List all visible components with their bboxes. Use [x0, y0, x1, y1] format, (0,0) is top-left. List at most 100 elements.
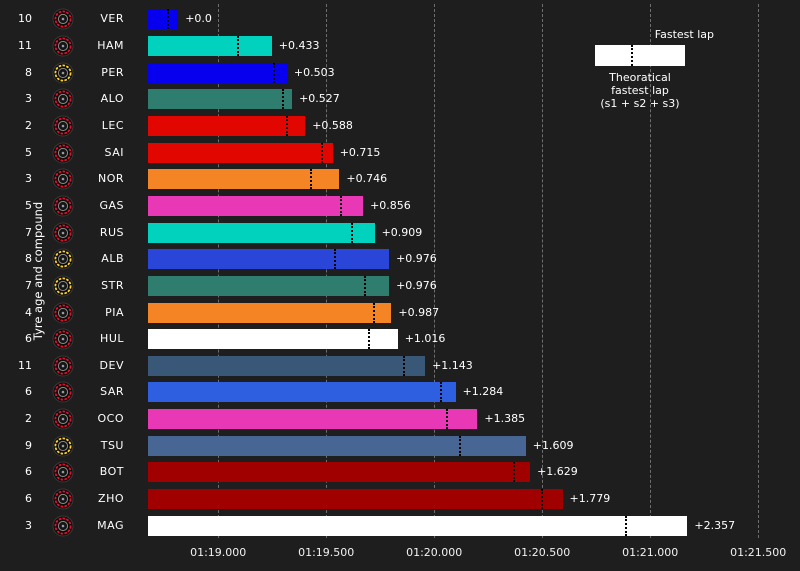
lap-time-bar — [148, 382, 456, 403]
theoretical-lap-marker — [281, 89, 284, 110]
theoretical-lap-marker — [364, 275, 366, 296]
theoretical-lap-marker — [446, 409, 449, 430]
tyre-compound-icon — [52, 88, 74, 110]
gap-label: +0.588 — [312, 118, 353, 132]
gridline — [218, 4, 220, 538]
tyre-compound-icon — [52, 302, 74, 323]
gridline — [758, 4, 760, 538]
x-tick-label: 01:20.500 — [514, 546, 571, 559]
tyre-age-label: 3 — [25, 92, 32, 106]
theoretical-lap-marker — [340, 195, 343, 216]
driver-code-label: STR — [101, 278, 124, 292]
theoretical-lap-marker — [372, 302, 375, 323]
tyre-age-label: 8 — [25, 65, 32, 79]
tyre-icon — [52, 408, 74, 430]
theoretical-lap-marker — [310, 169, 312, 190]
tyre-compound-icon — [52, 275, 74, 297]
theoretical-lap-marker — [402, 355, 405, 376]
tyre-icon — [52, 222, 74, 244]
tyre-compound-icon — [52, 222, 74, 243]
driver-code-label: MAG — [97, 518, 124, 532]
gap-label: +0.715 — [339, 145, 381, 159]
gap-label: +1.143 — [432, 358, 473, 372]
theoretical-lap-marker — [368, 329, 371, 350]
gridline — [650, 4, 652, 538]
gap-label: +1.609 — [532, 438, 574, 452]
tyre-compound-icon — [52, 435, 74, 457]
gap-label: +0.987 — [398, 305, 440, 319]
driver-code-label: BOT — [99, 465, 124, 479]
lap-time-bar — [148, 435, 526, 456]
gridline — [434, 4, 436, 538]
tyre-compound-icon — [52, 8, 74, 30]
x-tick-label: 01:19.500 — [298, 546, 355, 559]
driver-code-label: ALB — [101, 252, 124, 266]
lap-time-bar — [148, 62, 287, 83]
gap-label: +1.284 — [462, 385, 504, 399]
tyre-icon — [52, 195, 74, 217]
theoretical-lap-marker — [541, 489, 544, 509]
lap-time-bar — [148, 409, 478, 430]
legend-theoretical-line3: (s1 + s2 + s3) — [600, 97, 680, 111]
lap-time-bar — [148, 489, 563, 509]
tyre-icon — [52, 115, 74, 137]
legend-theoretical-line1: Theoratical — [609, 71, 671, 84]
driver-code-label: DEV — [99, 358, 124, 372]
tyre-icon — [52, 515, 74, 537]
theoretical-lap-marker — [236, 36, 239, 56]
lap-time-bar — [148, 249, 390, 270]
tyre-compound-icon — [52, 168, 74, 190]
gap-label: +0.527 — [299, 92, 340, 106]
tyre-compound-icon — [52, 381, 74, 403]
driver-code-label: NOR — [97, 172, 124, 186]
gap-label: +1.779 — [569, 492, 611, 505]
tyre-age-label: 6 — [25, 385, 32, 399]
tyre-compound-icon — [52, 408, 74, 430]
theoretical-lap-marker — [320, 142, 323, 163]
driver-code-label: HUL — [100, 332, 124, 346]
lap-time-bar — [148, 355, 426, 376]
tyre-icon — [52, 302, 74, 324]
lap-time-bar — [148, 515, 688, 536]
gap-label: +0.909 — [381, 225, 423, 239]
tyre-age-label: 7 — [25, 278, 32, 292]
tyre-age-label: 10 — [18, 12, 32, 26]
tyre-age-label: 6 — [25, 332, 32, 346]
tyre-icon — [52, 35, 74, 57]
tyre-age-label: 6 — [25, 465, 32, 479]
theoretical-lap-marker — [333, 249, 336, 270]
gap-label: +0.433 — [278, 39, 320, 52]
x-tick-label: 01:19.000 — [190, 546, 247, 559]
tyre-compound-icon — [52, 355, 74, 377]
lap-time-bar — [148, 222, 375, 243]
tyre-compound-icon — [52, 62, 74, 84]
tyre-compound-icon — [52, 515, 74, 537]
x-tick-label: 01:20.000 — [406, 546, 463, 559]
gridline — [326, 4, 328, 538]
legend-theoretical-marker — [631, 45, 633, 66]
gap-label: +0.503 — [293, 65, 335, 79]
lap-time-bar — [148, 169, 340, 190]
theoretical-lap-marker — [351, 222, 353, 243]
tyre-compound-icon — [52, 248, 74, 270]
tyre-compound-icon — [52, 35, 74, 57]
gap-label: +1.016 — [404, 332, 446, 346]
lap-time-bar — [148, 142, 333, 163]
driver-code-label: ZHO — [98, 492, 124, 505]
theoretical-lap-marker — [167, 9, 170, 30]
lap-time-bar — [148, 195, 364, 216]
tyre-icon — [52, 168, 74, 190]
driver-code-label: RUS — [99, 225, 124, 239]
tyre-icon — [52, 62, 74, 84]
tyre-age-label: 11 — [18, 39, 32, 52]
tyre-age-label: 6 — [25, 492, 32, 505]
tyre-icon — [52, 275, 74, 297]
legend-fastest-lap-bar — [595, 45, 685, 66]
tyre-age-label: 7 — [25, 225, 32, 239]
lap-time-bar — [148, 36, 272, 56]
tyre-age-label: 11 — [18, 358, 32, 372]
tyre-compound-icon — [52, 461, 74, 483]
tyre-compound-icon — [52, 115, 74, 137]
theoretical-lap-marker — [625, 515, 628, 536]
theoretical-lap-marker — [513, 462, 515, 483]
